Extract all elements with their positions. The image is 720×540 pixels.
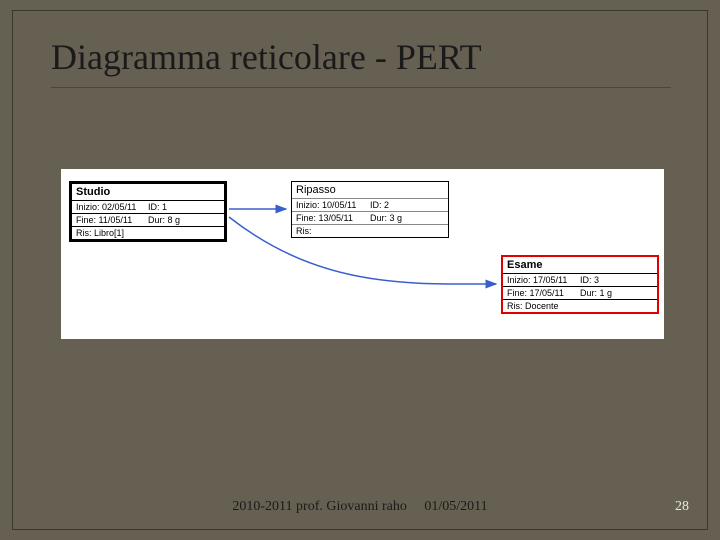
node-fine: Fine: 13/05/11 [296, 213, 370, 223]
node-id: ID: 1 [148, 202, 220, 212]
footer-author: 2010-2011 prof. Giovanni raho [232, 499, 406, 514]
node-ris: Ris: Libro[1] [72, 227, 224, 239]
node-fine: Fine: 11/05/11 [76, 215, 148, 225]
node-id: ID: 2 [370, 200, 444, 210]
node-inizio: Inizio: 10/05/11 [296, 200, 370, 210]
node-inizio: Inizio: 02/05/11 [76, 202, 148, 212]
table-row: Inizio: 17/05/11 ID: 3 [503, 274, 657, 287]
node-id: ID: 3 [580, 275, 653, 285]
node-ripasso: Ripasso Inizio: 10/05/11 ID: 2 Fine: 13/… [291, 181, 449, 238]
node-title: Studio [72, 184, 224, 201]
node-fine: Fine: 17/05/11 [507, 288, 580, 298]
table-row: Fine: 13/05/11 Dur: 3 g [292, 212, 448, 225]
table-row: Fine: 11/05/11 Dur: 8 g [72, 214, 224, 227]
footer: 2010-2011 prof. Giovanni raho 01/05/2011 [13, 499, 707, 515]
node-ris: Ris: [292, 225, 448, 237]
pert-diagram: Studio Inizio: 02/05/11 ID: 1 Fine: 11/0… [61, 169, 664, 339]
node-dur: Dur: 8 g [148, 215, 220, 225]
page-number: 28 [675, 499, 689, 515]
table-row: Inizio: 02/05/11 ID: 1 [72, 201, 224, 214]
footer-date: 01/05/2011 [424, 499, 487, 514]
slide-title: Diagramma reticolare - PERT [51, 36, 482, 78]
node-ris: Ris: Docente [503, 300, 657, 312]
node-dur: Dur: 3 g [370, 213, 444, 223]
table-row: Fine: 17/05/11 Dur: 1 g [503, 287, 657, 300]
node-title: Ripasso [292, 182, 448, 199]
node-esame: Esame Inizio: 17/05/11 ID: 3 Fine: 17/05… [501, 255, 659, 314]
title-underline [51, 87, 671, 88]
node-studio: Studio Inizio: 02/05/11 ID: 1 Fine: 11/0… [69, 181, 227, 242]
node-inizio: Inizio: 17/05/11 [507, 275, 580, 285]
node-dur: Dur: 1 g [580, 288, 653, 298]
slide: Diagramma reticolare - PERT Studio Inizi… [12, 10, 708, 530]
node-title: Esame [503, 257, 657, 274]
table-row: Inizio: 10/05/11 ID: 2 [292, 199, 448, 212]
